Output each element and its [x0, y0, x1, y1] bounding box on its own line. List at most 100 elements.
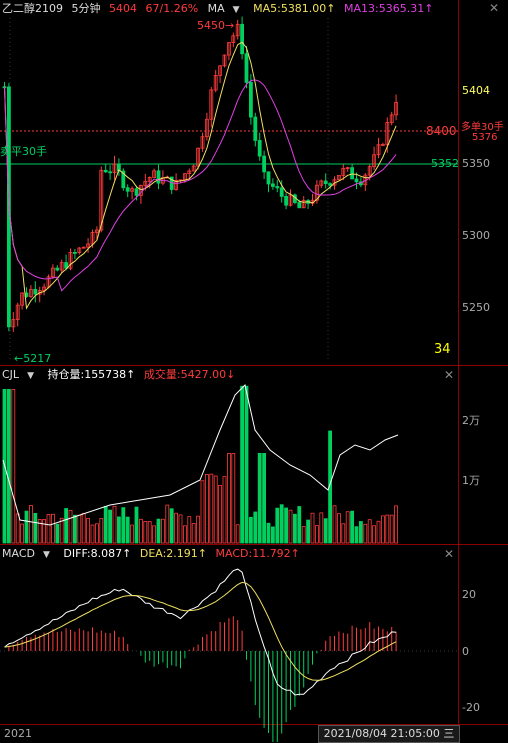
volume-bar [244, 385, 249, 544]
high-marker: 5450→ [197, 19, 234, 32]
panel-divider-2 [0, 544, 508, 545]
volume-bar [279, 504, 284, 544]
volume-bar [354, 526, 359, 544]
candle-body [253, 116, 258, 141]
candle-body [270, 183, 275, 187]
volume-bar [358, 521, 363, 544]
candle-body [380, 144, 385, 146]
sell-order-label[interactable]: 卖平30手 [0, 145, 47, 158]
volume-bar [42, 519, 46, 544]
macd-indicator-selector[interactable]: MACD ▼ [2, 547, 55, 560]
main-header: 乙二醇2109 5分钟 5404 67/1.26% MA ▼ MA5:5381.0… [2, 1, 438, 16]
volume-bar [240, 385, 245, 544]
candle-body [81, 246, 86, 249]
high-label: 5450 [197, 19, 225, 32]
panel-divider-1 [0, 365, 508, 366]
volume-bar [28, 505, 33, 544]
sell-order-level: 5352 [431, 157, 459, 170]
ma-indicator-selector[interactable]: MA ▼ [208, 2, 245, 15]
period-selector[interactable]: 5分钟 [71, 2, 101, 15]
candle-body [367, 166, 372, 176]
volume-bar [156, 518, 161, 544]
volume-bar [363, 523, 368, 544]
volume-bar [55, 523, 60, 544]
volume-bar [380, 515, 385, 544]
candle-body [108, 171, 112, 174]
volume-bar [213, 475, 218, 544]
volume-bar [266, 522, 271, 544]
candle-body [95, 229, 99, 233]
volume-bar [200, 480, 205, 544]
volume-bar [20, 523, 25, 544]
volume-bar [143, 521, 148, 544]
candle-body [204, 118, 209, 138]
volume-axis-10k: 1万 [462, 474, 480, 487]
volume-bar [64, 508, 68, 544]
candle-body [103, 169, 108, 173]
volume-bar [235, 524, 240, 544]
low-label: 5217 [23, 352, 52, 365]
volume-bar [288, 509, 293, 544]
arrow-left-icon: ← [14, 352, 24, 365]
open-interest: 持仓量:155738↑ [47, 368, 136, 381]
dropdown-arrow-icon: ▼ [27, 371, 34, 381]
candle-body [297, 202, 302, 209]
volume-bar [306, 519, 311, 544]
candle-body [125, 187, 130, 192]
volume-bar [345, 511, 350, 544]
candle-body [134, 188, 139, 196]
volume-bar [152, 525, 157, 544]
volume-bar [341, 523, 346, 544]
candle-body [121, 170, 126, 189]
candle-body [235, 23, 240, 37]
candle-body [257, 140, 262, 157]
close-icon[interactable]: ✕ [443, 547, 455, 561]
volume-value: 成交量:5427.00↓ [143, 368, 236, 381]
candle-body [275, 186, 280, 189]
candle-body [196, 147, 201, 167]
volume-bar [51, 513, 55, 544]
price-axis-5350: 5350 [462, 157, 490, 170]
candle-body [55, 267, 60, 271]
volume-bar [7, 388, 11, 544]
candle-body [328, 183, 333, 186]
candle-body [73, 252, 77, 254]
volume-bar [376, 520, 381, 544]
dropdown-arrow-icon: ▼ [42, 550, 50, 560]
close-icon[interactable]: ✕ [443, 368, 455, 382]
macd-axis-neg20: -20 [462, 701, 480, 714]
candle-body [350, 167, 355, 180]
volume-bar [209, 473, 214, 544]
open-interest-line [2, 384, 399, 526]
volume-bar [86, 517, 90, 544]
buy-order-label[interactable]: 多单30手 [461, 122, 504, 133]
candle-body [266, 171, 271, 185]
axis-divider [458, 0, 459, 725]
candle-body [77, 247, 82, 253]
close-icon[interactable]: ✕ [488, 1, 500, 15]
ma13-line [4, 79, 397, 292]
volume-bar [191, 523, 196, 544]
candle-body [226, 42, 231, 56]
volume-indicator-selector[interactable]: CJL ▼ [2, 368, 39, 381]
macd-value: MACD:11.792↑ [215, 547, 300, 560]
volume-bar [178, 514, 183, 544]
volume-name: CJL [2, 368, 20, 381]
candle-body [336, 175, 341, 181]
candle-body [372, 154, 377, 168]
volume-bar [323, 518, 328, 544]
volume-bar [297, 506, 302, 544]
candle-body [288, 194, 293, 206]
volume-bar [372, 525, 377, 544]
price-axis-5250: 5250 [462, 301, 490, 314]
volume-bar [231, 452, 236, 544]
volume-bar [253, 511, 258, 544]
contract-name[interactable]: 乙二醇2109 [2, 2, 63, 15]
footer-year: 2021 [4, 727, 32, 740]
candle-body [86, 243, 90, 248]
order-quantity[interactable]: 8400 [426, 124, 457, 138]
volume-bar [196, 515, 201, 544]
volume-bar [121, 507, 126, 544]
volume-bar [310, 512, 315, 544]
